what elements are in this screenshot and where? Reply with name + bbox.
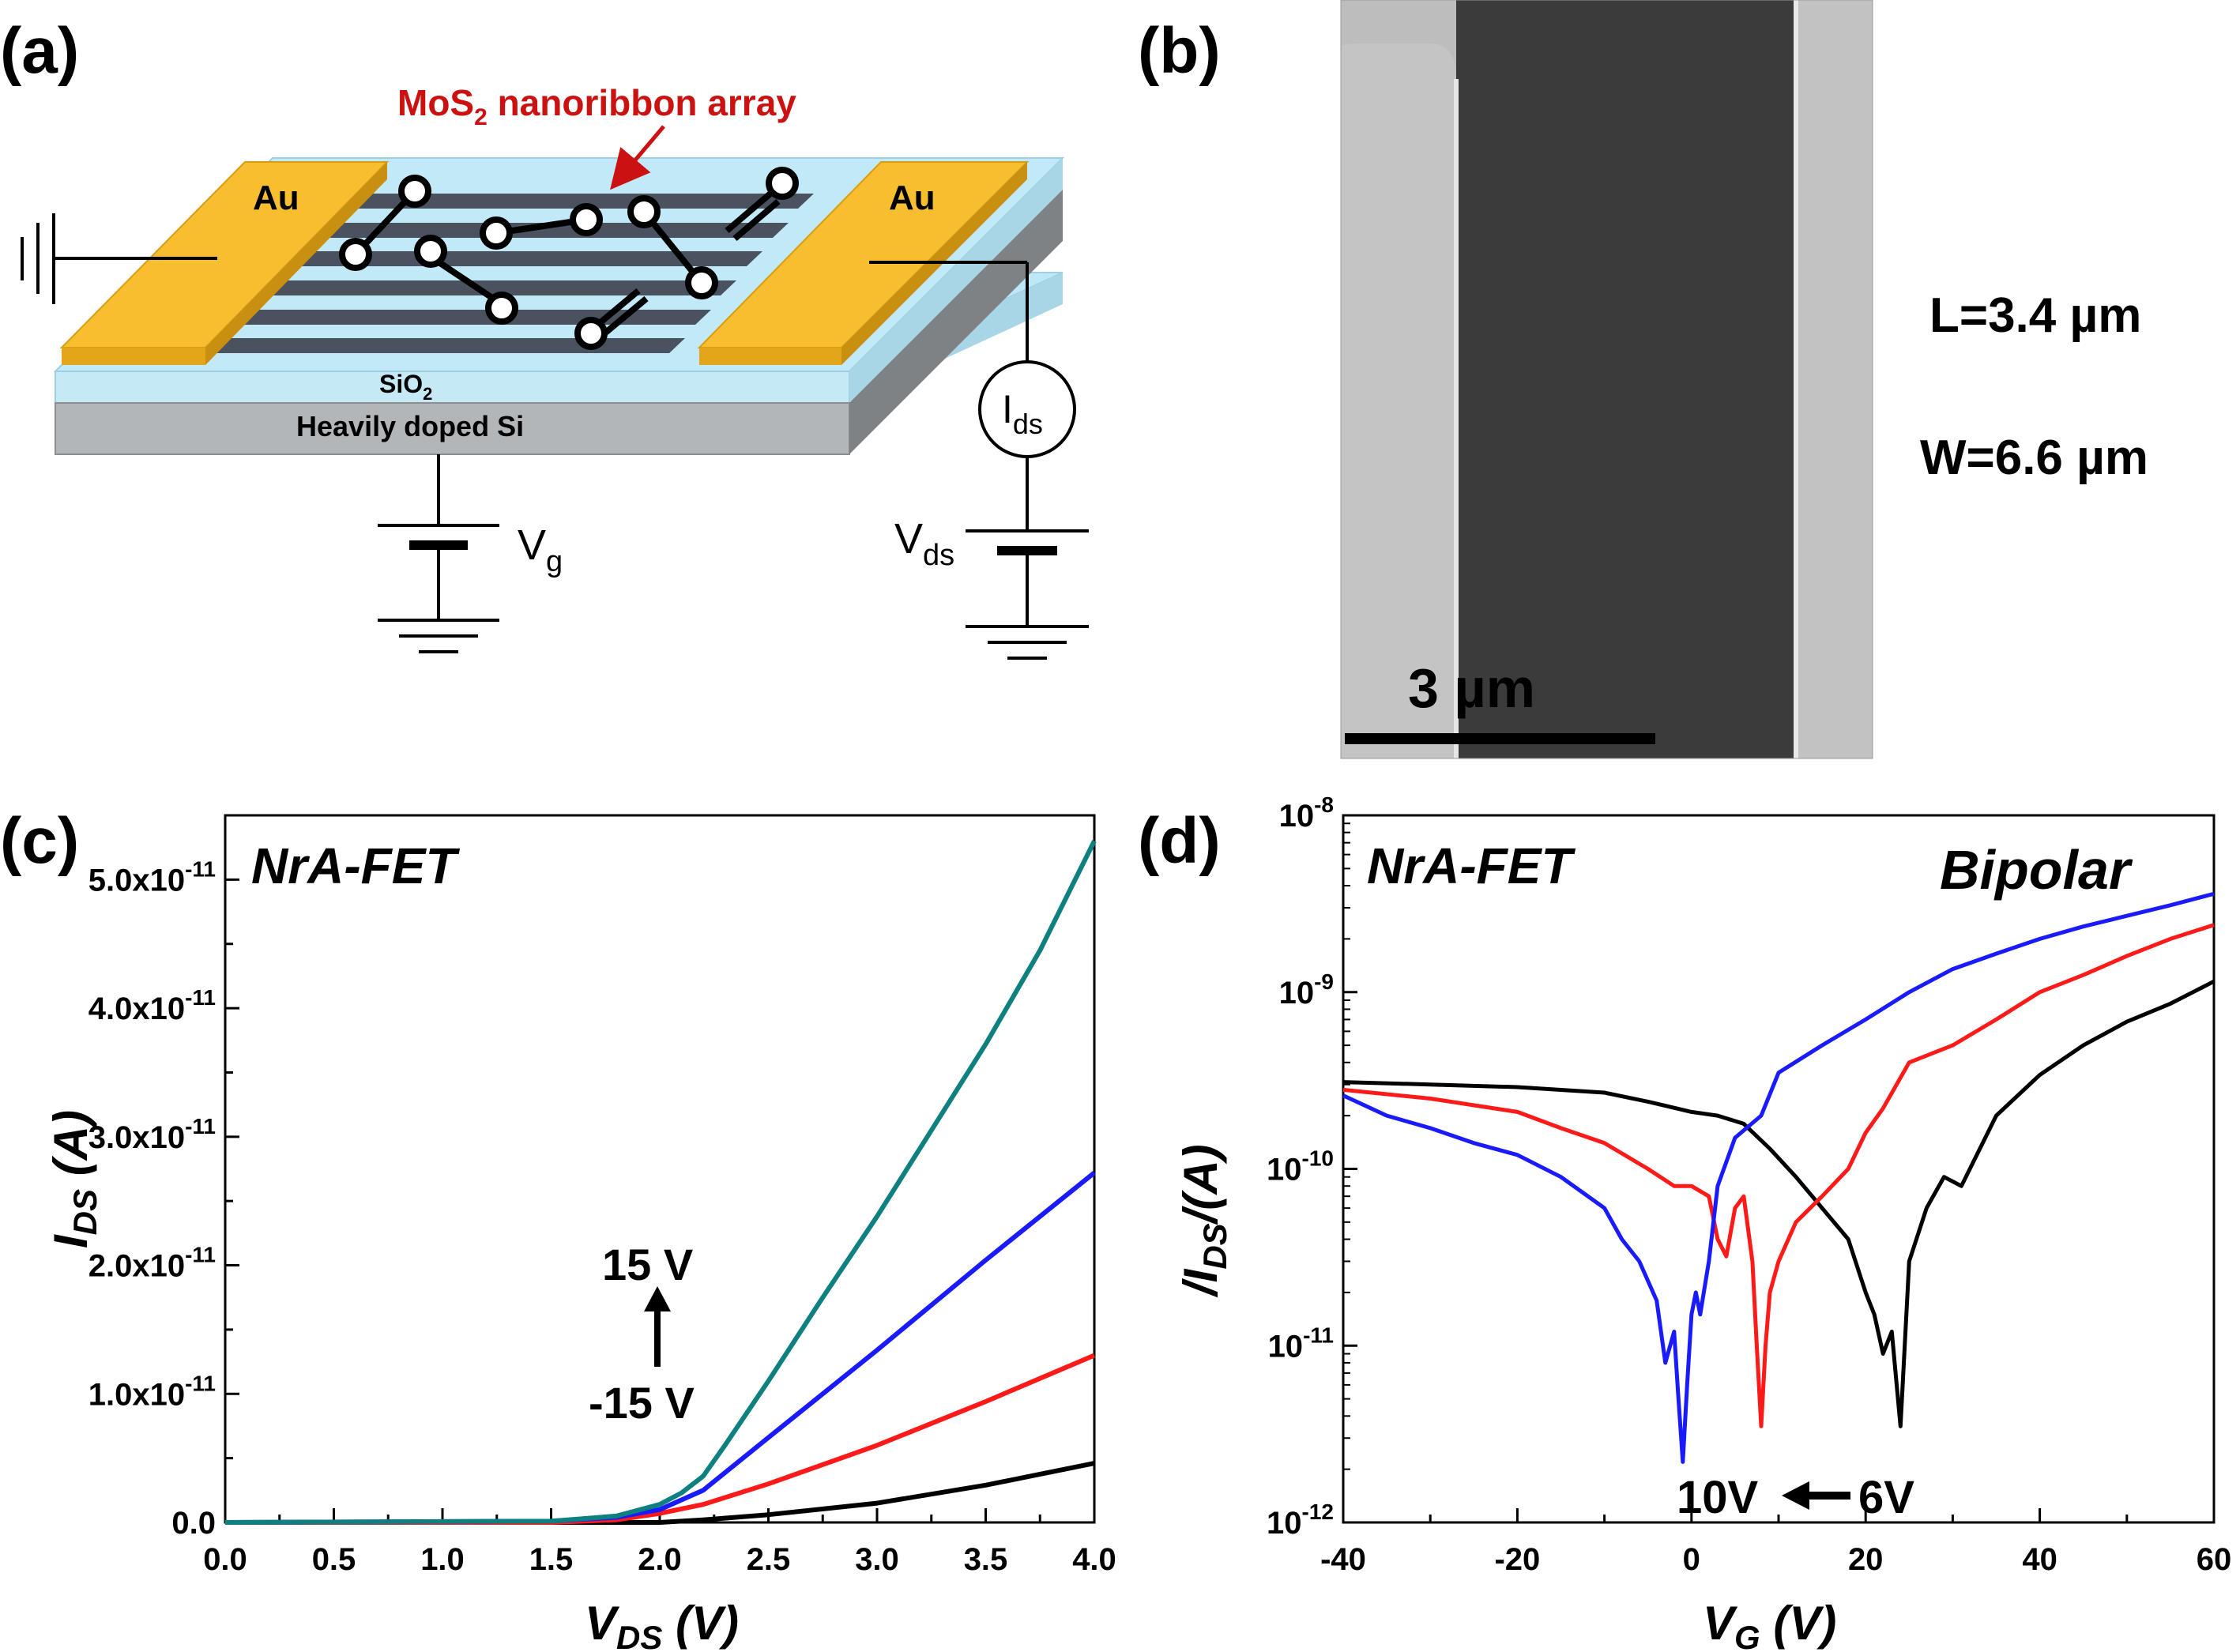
vertex-right-label: 6V [1858, 1472, 1914, 1523]
nanoribbon-array-label: MoS2 nanoribbon array [397, 82, 796, 130]
source-ground [21, 213, 217, 304]
electrode-left [59, 161, 390, 365]
plot-d-device-label: NrA-FET [1367, 837, 1576, 894]
array-pointer-arrow [610, 125, 665, 190]
plot-c-ytick-label: 0.0 [171, 1506, 216, 1541]
plot-c-xlabel: VDS (V) [585, 1597, 739, 1652]
plot-c-xtick-label: 1.0 [420, 1542, 465, 1577]
gate-top-label: 15 V [602, 1240, 693, 1289]
panel-d: (d) -40 -20 0 20 40 60 10-12 10-11 10-10 10-9 10-8… [1138, 792, 2231, 1652]
plot-d-xlabel: VG (V) [1703, 1597, 1836, 1652]
channel-width-label: W=6.6 µm [1920, 431, 2148, 485]
plot-c-ytick-label: 4.0x10-11 [88, 985, 216, 1026]
current-meter-label: Ids [1002, 387, 1043, 440]
plot-d-xtick-label: -20 [1494, 1542, 1540, 1577]
plot-d-ticks: -40 -20 0 20 40 60 10-12 10-11 10-10 10-9 10-8 [1267, 792, 2231, 1577]
channel-length-label: L=3.4 µm [1929, 288, 2141, 343]
plot-c-ytick-label: 1.0x10-11 [88, 1371, 216, 1412]
plot-c-ytick-label: 5.0x10-11 [88, 856, 216, 897]
plot-d-ytick-label: 10-9 [1279, 969, 1334, 1010]
plot-d-xtick-label: 60 [2197, 1542, 2232, 1577]
plot-d-ytick-label: 10-10 [1267, 1146, 1334, 1187]
drain-circuit [869, 261, 1089, 660]
gate-voltage-label: Vg [518, 521, 563, 578]
plot-c-ticks: 0.0 0.5 1.0 1.5 2.0 2.5 3.0 3.5 4.0 0.0 1.0x10-11 2… [88, 856, 1116, 1577]
molecules [339, 167, 799, 350]
plot-c-xtick-label: 2.0 [638, 1542, 682, 1577]
plot-d-xtick-label: 0 [1683, 1542, 1700, 1577]
plot-c-series [224, 840, 1097, 1525]
oxide-label: SiO2 [379, 370, 432, 404]
plot-d-xtick-label: 20 [1848, 1542, 1884, 1577]
sem-image [1340, 0, 1873, 759]
plot-c-ytick-label: 2.0x10-11 [88, 1243, 216, 1284]
panel-b-label: (b) [1138, 15, 1221, 87]
plot-c-xtick-label: 3.5 [964, 1542, 1008, 1577]
vertex-left-label: 10V [1677, 1472, 1759, 1523]
plot-c-xtick-label: 3.0 [855, 1542, 899, 1577]
plot-c-device-label: NrA-FET [251, 837, 460, 894]
plot-c-xtick-label: 1.5 [529, 1542, 574, 1577]
gate-sweep-arrowhead [644, 1286, 671, 1311]
scale-bar-label: 3 µm [1408, 657, 1535, 719]
panel-c-label: (c) [0, 805, 79, 877]
plot-d-ytick-label: 10-8 [1279, 792, 1334, 834]
plot-d-frame [1342, 814, 2216, 1524]
gate-circuit [378, 454, 499, 653]
electrode-right-label: Au [889, 179, 936, 217]
plot-d-series-line [1342, 923, 2215, 1428]
panel-b: (b) 3 µm L=3.4 µm W=6.6 µm [1138, 0, 2148, 759]
plot-c-xtick-label: 2.5 [747, 1542, 791, 1577]
plot-d-ytick-label: 10-12 [1267, 1500, 1334, 1541]
drain-voltage-label: Vds [894, 515, 954, 572]
panel-c: (c) 0.0 0.5 1.0 1.5 2.0 2.5 3.0 3.5 4.0 0.0 1.0x10… [0, 805, 1116, 1652]
plot-d-mode-label: Bipolar [1940, 839, 2133, 901]
plot-d-ylabel: /IDS/(A) [1174, 1144, 1233, 1298]
plot-c-series-line [224, 840, 1097, 1525]
plot-c-ylabel: IDS (A) [44, 1110, 104, 1248]
plot-c-xtick-label: 0.0 [203, 1542, 247, 1577]
electrode-left-label: Au [253, 179, 299, 217]
panel-a: (a) Au [0, 15, 1089, 660]
panel-a-label: (a) [0, 15, 79, 87]
plot-c-xtick-label: 4.0 [1072, 1542, 1116, 1577]
plot-d-xtick-label: 40 [2022, 1542, 2057, 1577]
substrate-label: Heavily doped Si [296, 410, 524, 442]
plot-d-series-line [1342, 979, 2216, 1428]
plot-d-xtick-label: -40 [1320, 1542, 1366, 1577]
gate-bottom-label: -15 V [589, 1378, 695, 1428]
plot-d-series [1342, 891, 2216, 1464]
panel-d-label: (d) [1138, 805, 1221, 877]
plot-d-series-line [1342, 891, 2215, 1464]
plot-d-ytick-label: 10-11 [1268, 1323, 1334, 1364]
substrate-side [849, 190, 1063, 454]
vertex-shift-arrowhead [1782, 1481, 1809, 1510]
plot-c-ytick-label: 3.0x10-11 [88, 1114, 216, 1155]
plot-c-xtick-label: 0.5 [312, 1542, 356, 1577]
